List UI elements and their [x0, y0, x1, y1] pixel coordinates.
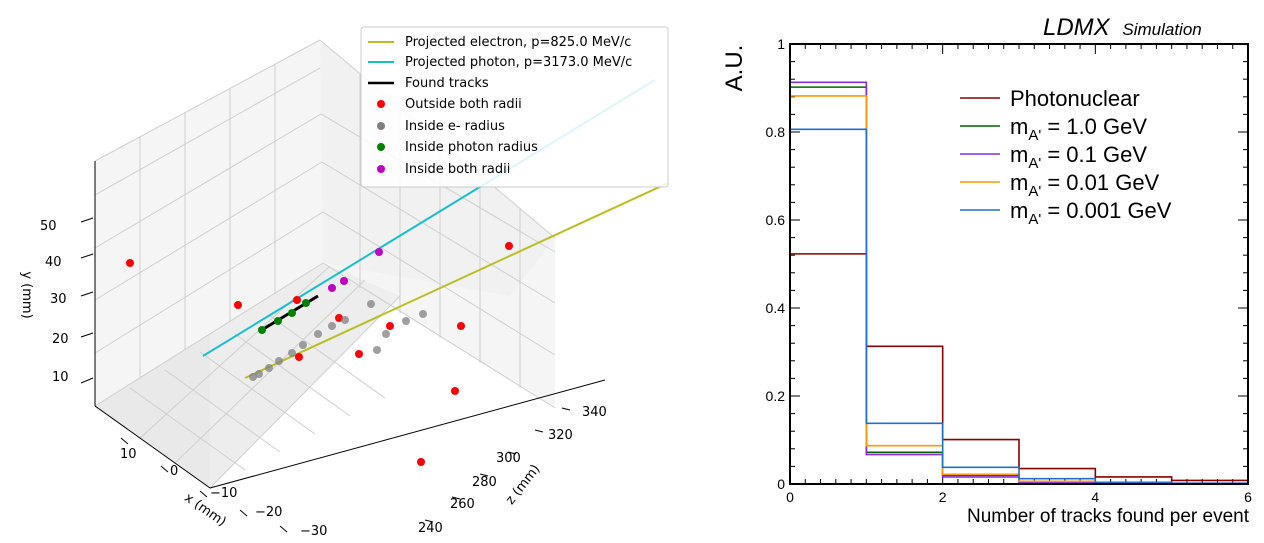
hit-marker: [375, 248, 383, 256]
z-axis-label: z (mm): [503, 462, 543, 508]
hist-legend-label: mA' = 1.0 GeV: [1010, 114, 1147, 144]
axis-ticks: [80, 217, 571, 533]
x-tick-label: −20: [255, 505, 282, 520]
hit-marker: [234, 301, 242, 309]
hist-y-tick-label: 0.8: [766, 124, 786, 140]
hist-x-axis-label: Number of tracks found per event: [967, 506, 1250, 527]
hit-marker: [457, 322, 465, 330]
hit-marker: [288, 349, 296, 357]
y-tick-label: 50: [40, 219, 57, 234]
ldmx-label-main: LDMX: [1043, 14, 1111, 41]
hit-marker: [355, 350, 363, 358]
hit-marker: [328, 322, 336, 330]
hit-marker: [255, 370, 263, 378]
hist-y-tick-label: 0.2: [766, 388, 786, 404]
ldmx-label: LDMX Simulation: [1043, 14, 1202, 41]
y-tick-label: 10: [52, 370, 69, 385]
hist-y-axis-label: A.U.: [721, 45, 748, 92]
hit-marker: [417, 458, 425, 466]
legend-box: [360, 26, 669, 188]
x-tick-label: −30: [300, 524, 327, 539]
legend-inside-photon-label: Inside photon radius: [405, 140, 538, 155]
legend-inside-photon-swatch: [377, 143, 385, 151]
y-tick-label: 20: [52, 332, 69, 347]
hist-frame: [789, 43, 1249, 485]
legend-inside-e-label: Inside e- radius: [405, 119, 505, 134]
hist-x-tick-label: 2: [939, 489, 947, 505]
legend-inside-e-swatch: [377, 122, 385, 130]
legend-electron-label: Projected electron, p=825.0 MeV/c: [405, 35, 631, 50]
x-tick-label: 0: [170, 464, 178, 479]
hist-legend-label: Photonuclear: [1010, 86, 1140, 111]
hit-marker: [367, 300, 375, 308]
legend-tracks-label: Found tracks: [405, 76, 489, 91]
hist-series-step-4: [789, 128, 1249, 484]
hit-marker: [265, 364, 273, 372]
hit-marker: [274, 317, 282, 325]
z-tick-label: 300: [496, 451, 521, 466]
x-tick-label: 10: [120, 447, 137, 462]
hit-marker: [341, 316, 349, 324]
hit-marker: [373, 346, 381, 354]
hit-marker: [275, 357, 283, 365]
hit-marker: [505, 242, 513, 250]
hit-marker: [382, 330, 390, 338]
projected-electron-line: [244, 182, 669, 379]
hit-marker: [402, 317, 410, 325]
legend-photon-label: Projected photon, p=3173.0 MeV/c: [405, 55, 632, 70]
legend-outside-label: Outside both radii: [405, 97, 522, 112]
legend-inside-both-label: Inside both radii: [405, 162, 510, 177]
z-tick-label: 280: [472, 475, 497, 490]
legend-inside-both-swatch: [377, 165, 385, 173]
z-tick-label: 240: [418, 521, 443, 536]
hit-marker: [328, 284, 336, 292]
hist-x-tick-label: 0: [786, 489, 794, 505]
hist-x-tick-label: 6: [1244, 489, 1252, 505]
hit-marker: [293, 296, 301, 304]
hit-marker: [295, 353, 303, 361]
hit-marker: [258, 326, 266, 334]
z-tick-label: 320: [548, 428, 573, 443]
x-tick-label: −10: [210, 486, 237, 501]
hist-y-tick-label: 0.6: [766, 212, 786, 228]
hit-marker: [126, 259, 134, 267]
hist-y-tick-label: 0: [777, 476, 785, 492]
axes-frame: [94, 161, 606, 489]
hist-legend-label: mA' = 0.1 GeV: [1010, 142, 1147, 172]
hit-marker: [288, 309, 296, 317]
z-tick-label: 260: [450, 497, 475, 512]
hist-series-step-0: [789, 253, 1249, 484]
hist-y-tick-label: 1: [777, 36, 785, 52]
hit-marker: [249, 373, 257, 381]
hit-marker: [314, 330, 322, 338]
hit-marker: [451, 387, 459, 395]
z-tick-label: 340: [582, 405, 607, 420]
hit-marker: [386, 322, 394, 330]
hit-marker: [299, 341, 307, 349]
hist-x-tick-label: 4: [1091, 489, 1099, 505]
y-axis-label: y (mm): [19, 271, 34, 318]
y-tick-label: 40: [45, 255, 62, 270]
hits-group: [126, 242, 513, 466]
legend-outside-swatch: [377, 100, 385, 108]
hit-marker: [419, 310, 427, 318]
hit-marker: [340, 277, 348, 285]
y-tick-label: 30: [50, 292, 67, 307]
hist-legend-label: mA' = 0.01 GeV: [1010, 170, 1160, 200]
hit-marker: [302, 299, 310, 307]
hist-legend-label: mA' = 0.001 GeV: [1010, 198, 1172, 228]
event-display-3d-chart: 10 20 30 40 50 y (mm) 10 0 −10 −20 −30 x…: [19, 26, 669, 539]
hist-axis-ticks: 0 2 4 6 0 0.2 0.4 0.6 0.8 1: [766, 36, 1253, 505]
ldmx-label-simulation: Simulation: [1122, 20, 1201, 39]
hist-y-tick-label: 0.4: [766, 300, 786, 316]
